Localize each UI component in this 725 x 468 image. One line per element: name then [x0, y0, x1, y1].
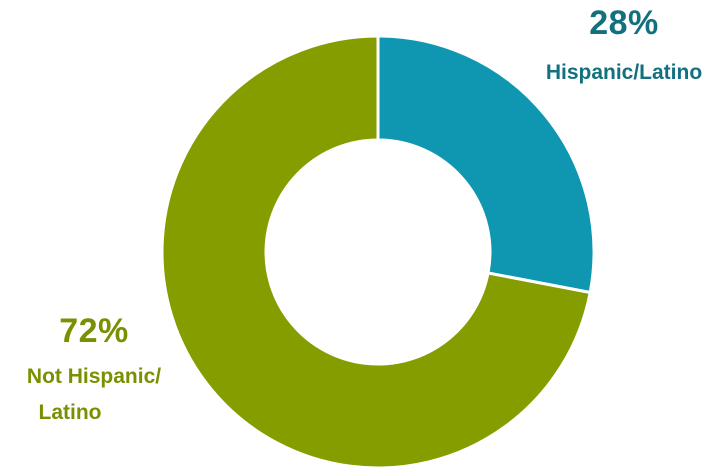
slice-value-hispanic-latino: 28% [589, 4, 659, 42]
donut-slice-not-hispanic-latino [160, 34, 592, 468]
donut-slices [160, 34, 596, 468]
slice-value-not-hispanic-latino: 72% [59, 312, 129, 350]
slice-label-not-hispanic-latino-line2: Latino [39, 401, 102, 424]
donut-slice-hispanic-latino [376, 34, 596, 295]
slice-label-hispanic-latino: Hispanic/Latino [546, 61, 702, 84]
slice-label-not-hispanic-latino-line1: Not Hispanic/ [27, 365, 161, 388]
